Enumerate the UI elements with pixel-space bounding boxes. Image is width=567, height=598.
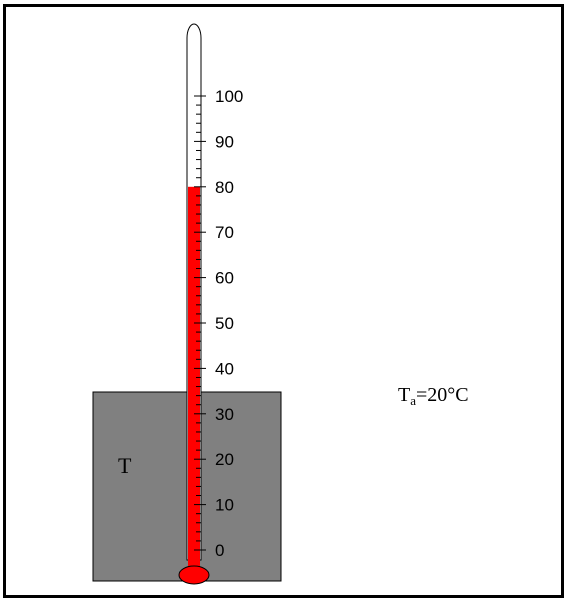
ambient-symbol: T (398, 384, 410, 406)
tick-label: 0 (215, 541, 224, 560)
tick-label: 10 (215, 496, 234, 515)
tick-label: 100 (215, 87, 243, 106)
thermometer-bulb (178, 565, 210, 585)
tick-label: 90 (215, 132, 234, 151)
tick-label: 50 (215, 314, 234, 333)
tick-label: 80 (215, 178, 234, 197)
block-temperature-label: T (118, 453, 132, 478)
tick-label: 20 (215, 450, 234, 469)
thermometer-scale: 0 10 20 30 40 50 60 70 80 90 100 (194, 87, 243, 560)
tick-label: 60 (215, 269, 234, 288)
ambient-subscript: a (410, 393, 416, 408)
tick-label: 30 (215, 405, 234, 424)
ambient-temperature-label: Ta=20°C (398, 384, 469, 408)
liquid-column (188, 186, 200, 569)
tick-label: 40 (215, 359, 234, 378)
ambient-value: =20°C (416, 384, 469, 406)
tick-label: 70 (215, 223, 234, 242)
